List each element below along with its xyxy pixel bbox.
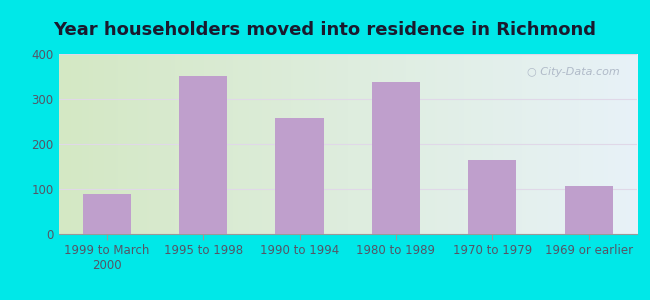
Bar [276, 118, 324, 234]
Text: Year householders moved into residence in Richmond: Year householders moved into residence i… [53, 21, 597, 39]
Bar [565, 186, 613, 234]
Bar [468, 160, 517, 234]
Bar [83, 194, 131, 234]
Bar [179, 76, 228, 234]
Text: ○ City-Data.com: ○ City-Data.com [527, 67, 619, 76]
Bar [372, 82, 420, 234]
